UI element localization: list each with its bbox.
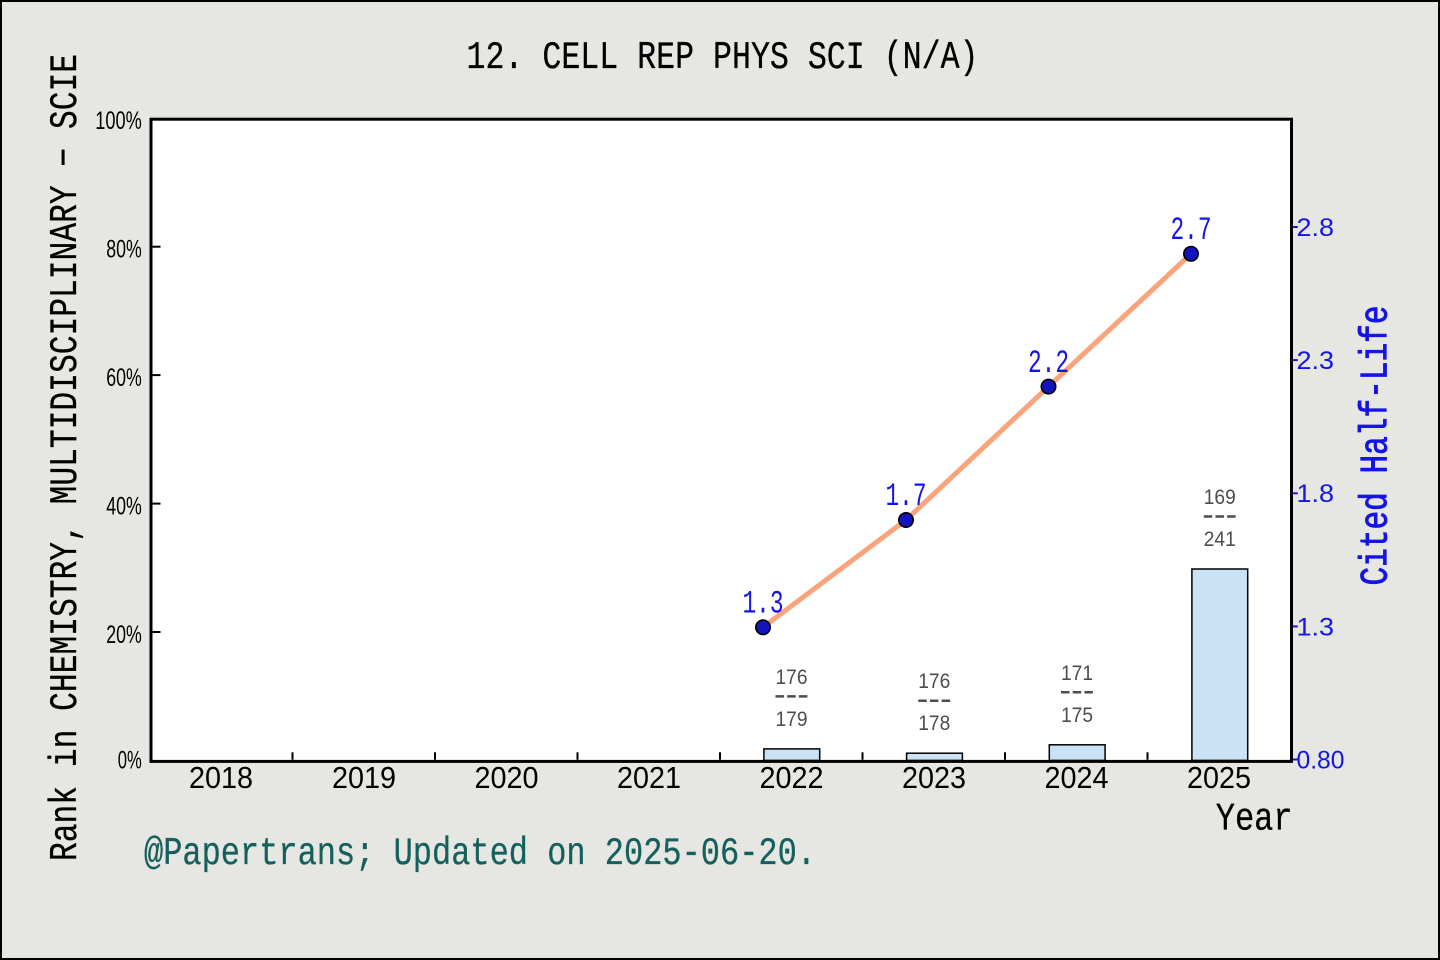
svg-text:20%: 20% [106, 621, 142, 649]
svg-text:2.3: 2.3 [1297, 347, 1335, 375]
svg-text:2025: 2025 [1187, 761, 1251, 795]
svg-text:2.8: 2.8 [1297, 214, 1335, 242]
svg-text:1.3: 1.3 [1297, 613, 1335, 641]
svg-text:0.80: 0.80 [1297, 746, 1345, 774]
svg-text:176: 176 [776, 665, 808, 689]
svg-text:12. CELL REP PHYS SCI (N/A): 12. CELL REP PHYS SCI (N/A) [467, 36, 979, 80]
svg-text:2024: 2024 [1045, 761, 1109, 795]
svg-text:1.3: 1.3 [743, 586, 784, 623]
svg-text:2.7: 2.7 [1171, 212, 1212, 249]
svg-text:2022: 2022 [760, 761, 824, 795]
svg-text:2018: 2018 [189, 761, 253, 795]
svg-text:40%: 40% [106, 492, 142, 520]
svg-text:@Papertrans; Updated on 2025-: @Papertrans; Updated on 2025-06-20. [144, 832, 816, 876]
svg-text:176: 176 [918, 669, 950, 693]
svg-text:2021: 2021 [617, 761, 681, 795]
svg-text:Rank in CHEMISTRY, MULTIDISCIP: Rank in CHEMISTRY, MULTIDISCIPLINARY − S… [44, 54, 88, 861]
svg-text:169: 169 [1204, 485, 1236, 509]
svg-text:Cited Half-Life: Cited Half-Life [1355, 306, 1399, 586]
svg-text:178: 178 [918, 711, 950, 735]
svg-text:2019: 2019 [332, 761, 396, 795]
svg-text:171: 171 [1061, 661, 1093, 685]
svg-text:2.2: 2.2 [1028, 345, 1069, 382]
svg-text:179: 179 [776, 707, 808, 731]
svg-text:1.8: 1.8 [1297, 480, 1335, 508]
svg-text:60%: 60% [106, 364, 142, 392]
svg-text:Year: Year [1216, 797, 1293, 841]
svg-text:80%: 80% [106, 236, 142, 264]
svg-text:1.7: 1.7 [886, 478, 927, 515]
svg-text:241: 241 [1204, 527, 1236, 551]
svg-text:175: 175 [1061, 703, 1093, 727]
svg-text:0%: 0% [118, 747, 142, 775]
svg-text:100%: 100% [95, 107, 142, 135]
svg-text:2023: 2023 [902, 761, 966, 795]
svg-text:2020: 2020 [475, 761, 539, 795]
